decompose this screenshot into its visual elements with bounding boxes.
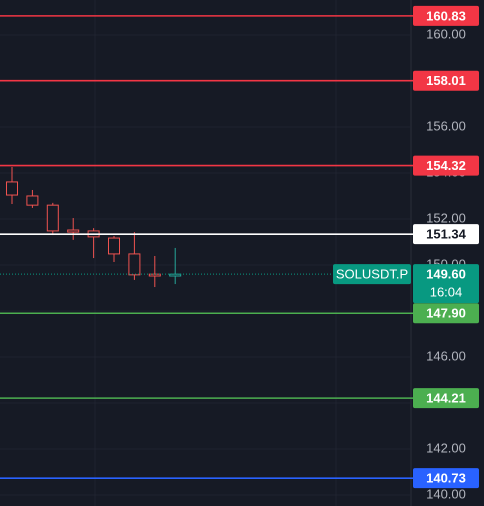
level-label: 160.83 [426,8,466,23]
candle-body [46,204,59,232]
countdown-label: 16:04 [430,285,463,300]
candle-body [6,181,18,196]
level-label: 154.32 [426,158,466,173]
candle-body [26,195,39,206]
level-label-bg [413,224,479,245]
level-label-bg [413,5,479,26]
y-tick-label: 156.00 [426,118,466,133]
price-label: 149.60 [426,267,466,282]
level-label: 144.21 [426,391,466,406]
candle-body [148,273,161,277]
level-label-bg [413,70,479,91]
price-label-bg [413,264,479,304]
y-tick-label: 152.00 [426,210,466,225]
level-label: 151.34 [426,227,467,242]
candle-body [128,253,141,276]
y-tick-label: 146.00 [426,348,466,363]
candle-body [108,237,120,255]
level-label-bg [413,303,479,324]
symbol-label: SOLUSDT.P [336,267,408,282]
level-label-bg [413,155,479,176]
level-label-bg [413,388,479,409]
y-tick-label: 142.00 [426,440,466,455]
level-label-bg [413,468,479,489]
level-label: 158.01 [426,73,466,88]
level-label: 140.73 [426,471,466,486]
y-tick-label: 160.00 [426,26,466,41]
candle-body [169,273,182,277]
symbol-label-bg [333,264,411,285]
level-label: 147.90 [426,306,466,321]
y-tick-label: 140.00 [426,486,466,501]
candle-body [67,229,80,233]
